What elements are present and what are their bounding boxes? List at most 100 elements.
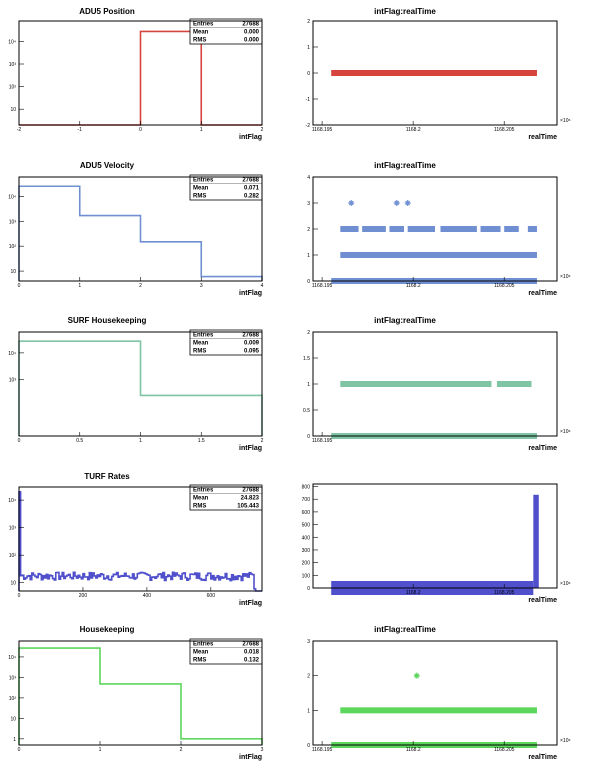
y-tick-label: 10⁴ bbox=[8, 194, 16, 200]
x-tick-label: -1 bbox=[78, 127, 83, 133]
x-axis-label: intFlag bbox=[239, 445, 262, 452]
y-tick-label: 700 bbox=[302, 497, 311, 503]
scatter-band bbox=[440, 226, 477, 232]
chart-title: intFlag:realTime bbox=[374, 161, 436, 170]
x-tick-label: 1168.205 bbox=[494, 590, 515, 596]
chart-panel: ADU5 Position Entries 27688 Mean 0.000 RMS 0.0… bbox=[8, 7, 263, 141]
x-tick-label: 1168.2 bbox=[406, 590, 421, 596]
scatter-point bbox=[348, 200, 355, 206]
stats-value: 105.443 bbox=[237, 504, 259, 510]
y-tick-label: 10⁴ bbox=[8, 39, 16, 45]
x-tick-label: 1168.2 bbox=[406, 747, 421, 753]
stats-label: Entries bbox=[193, 178, 214, 184]
chart-title: intFlag:realTime bbox=[374, 625, 436, 634]
x-axis-label: realTime bbox=[528, 134, 557, 141]
chart-title: intFlag:realTime bbox=[374, 316, 436, 325]
x-tick-label: 2 bbox=[261, 127, 264, 133]
x-tick-label: 0 bbox=[18, 747, 21, 753]
x-tick-label: 1168.205 bbox=[494, 283, 515, 289]
x-tick-label: 1168.195 bbox=[312, 747, 333, 753]
scatter-band bbox=[340, 707, 537, 714]
scatter-band bbox=[480, 226, 501, 232]
y-tick-label: 10² bbox=[9, 244, 17, 250]
chart-title: ADU5 Velocity bbox=[80, 161, 135, 170]
scatter-point bbox=[393, 200, 400, 206]
chart-title: SURF Housekeeping bbox=[68, 316, 147, 325]
y-tick-label: 10³ bbox=[9, 675, 17, 681]
y-tick-label: 2 bbox=[307, 330, 310, 336]
x-axis-label: intFlag bbox=[239, 600, 262, 607]
x-tick-label: 1168.195 bbox=[312, 127, 333, 133]
x-tick-label: 3 bbox=[261, 747, 264, 753]
stats-box bbox=[189, 18, 263, 45]
y-tick-label: 10 bbox=[10, 581, 16, 587]
stats-value: 0.282 bbox=[244, 194, 260, 200]
stats-value: 0.095 bbox=[244, 349, 260, 355]
chart-panel: ADU5 Velocity Entries 27688 Mean 0.071 RMS 0.2… bbox=[8, 161, 263, 297]
x-exponent-label: ×10⁶ bbox=[560, 738, 571, 744]
y-tick-label: 0 bbox=[307, 434, 310, 440]
stats-box bbox=[189, 174, 263, 201]
y-tick-label: 10² bbox=[9, 553, 17, 559]
chart-panel: Housekeeping Entries 27688 Mean 0.018 RMS 0.13… bbox=[8, 625, 263, 761]
x-tick-label: 1 bbox=[78, 283, 81, 289]
chart-panel: intFlag:realTime 1168.195 1168.2 1168.205 0 1… bbox=[307, 161, 570, 297]
y-tick-label: 100 bbox=[302, 573, 311, 579]
y-tick-label: 0 bbox=[307, 279, 310, 285]
x-axis-label: realTime bbox=[528, 597, 557, 604]
y-tick-label: 500 bbox=[302, 523, 311, 529]
scatter-band bbox=[389, 226, 405, 232]
x-tick-label: 0 bbox=[18, 593, 21, 599]
y-tick-label: 10⁴ bbox=[8, 655, 16, 661]
stats-value: 0.071 bbox=[244, 186, 260, 192]
y-tick-label: 10³ bbox=[9, 378, 17, 384]
x-tick-label: 0 bbox=[18, 438, 21, 444]
stats-value: 0.018 bbox=[244, 650, 260, 656]
y-tick-label: 1 bbox=[307, 253, 310, 259]
y-tick-label: 2 bbox=[307, 19, 310, 25]
y-tick-label: 2 bbox=[307, 674, 310, 680]
chart-panel: intFlag:realTime 1168.195 1168.2 1168.205 -2… bbox=[306, 7, 571, 141]
y-tick-label: -1 bbox=[306, 97, 311, 103]
x-axis-label: intFlag bbox=[239, 290, 262, 297]
scatter-band bbox=[527, 226, 537, 232]
scatter-spike bbox=[533, 494, 539, 588]
stats-box bbox=[189, 484, 263, 511]
stats-value: 27688 bbox=[242, 333, 259, 339]
chart-title: intFlag:realTime bbox=[374, 7, 436, 16]
y-tick-label: 10 bbox=[10, 269, 16, 275]
stats-value: 0.132 bbox=[244, 658, 260, 664]
x-axis-label: realTime bbox=[528, 445, 557, 452]
y-tick-label: 1 bbox=[13, 737, 16, 743]
scatter-band bbox=[362, 226, 386, 232]
x-tick-label: -2 bbox=[17, 127, 22, 133]
x-tick-label: 1168.195 bbox=[312, 283, 333, 289]
stats-value: 27688 bbox=[242, 642, 259, 648]
stats-label: Mean bbox=[193, 341, 209, 347]
scatter-band bbox=[340, 226, 359, 232]
x-tick-label: 1168.2 bbox=[406, 283, 421, 289]
y-tick-label: 10³ bbox=[9, 219, 17, 225]
x-tick-label: 1 bbox=[99, 747, 102, 753]
plot-frame bbox=[18, 486, 263, 592]
plot-frame bbox=[312, 483, 558, 589]
scatter-band bbox=[331, 70, 537, 76]
chart-panel: SURF Housekeeping Entries 27688 Mean 0.009 RM… bbox=[8, 316, 263, 452]
y-tick-label: 0 bbox=[307, 743, 310, 749]
y-tick-label: 0 bbox=[307, 586, 310, 592]
x-tick-label: 600 bbox=[207, 593, 216, 599]
x-tick-label: 200 bbox=[79, 593, 88, 599]
stats-label: Entries bbox=[193, 22, 214, 28]
y-tick-label: 600 bbox=[302, 510, 311, 516]
chart-title: TURF Rates bbox=[84, 472, 130, 481]
chart-panel: TURF Rates Entries 27688 Mean 24.823 RMS 105.4… bbox=[8, 472, 263, 607]
x-tick-label: 0.5 bbox=[76, 438, 83, 444]
y-tick-label: 3 bbox=[307, 201, 310, 207]
stats-value: 27688 bbox=[242, 22, 259, 28]
y-tick-label: 10⁴ bbox=[8, 498, 16, 504]
stats-label: Entries bbox=[193, 642, 214, 648]
y-tick-label: 1 bbox=[307, 45, 310, 51]
x-exponent-label: ×10⁶ bbox=[560, 429, 571, 435]
x-tick-label: 1 bbox=[200, 127, 203, 133]
x-tick-label: 1 bbox=[139, 438, 142, 444]
